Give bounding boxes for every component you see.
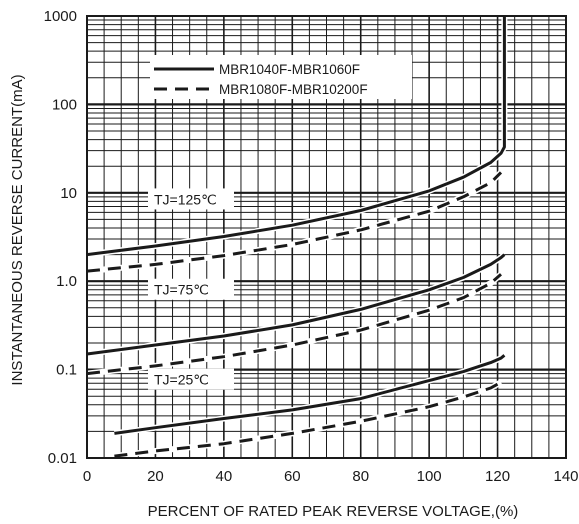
y-tick-label: 1000: [44, 8, 77, 25]
series-halo: [86, 16, 508, 258]
x-tick-label: 60: [284, 468, 301, 485]
temperature-label: TJ=25℃: [154, 372, 209, 388]
y-axis-label: INSTANTANEOUS REVERSE CURRENT(mA): [9, 74, 26, 385]
series-line: [86, 171, 503, 273]
legend-box: [150, 55, 412, 99]
x-axis-label: PERCENT OF RATED PEAK REVERSE VOLTAGE,(%…: [148, 503, 519, 520]
x-tick-label: 20: [147, 468, 164, 485]
annotation-bg: [148, 368, 234, 390]
x-tick-label: 80: [352, 468, 369, 485]
y-tick-label: 1.0: [56, 273, 77, 290]
temperature-label: TJ=75℃: [154, 282, 209, 298]
y-tick-label: 100: [52, 96, 77, 113]
series-solid: [86, 16, 508, 258]
series-solid: [86, 252, 507, 357]
series-line: [86, 273, 502, 376]
plot-frame: [86, 15, 567, 459]
series-solid: [113, 352, 507, 437]
temperature-label: TJ=125℃: [154, 191, 217, 207]
annotation-bg: [148, 278, 234, 300]
x-tick-label: 40: [216, 468, 233, 485]
legend-label: MBR1080F-MBR10200F: [219, 82, 368, 97]
series-line: [114, 354, 506, 435]
temperature-annotations: TJ=125℃ TJ=75℃ TJ=25℃: [148, 188, 234, 390]
x-axis-ticks: 0 20 40 60 80 100 120 140: [83, 468, 579, 485]
series-dashed: [114, 379, 503, 460]
series-dashed: [86, 170, 504, 275]
x-tick-label: 100: [417, 468, 442, 485]
y-tick-label: 10: [60, 185, 77, 202]
series-dashed: [86, 271, 503, 377]
series-line: [86, 253, 506, 356]
series-line: [86, 16, 506, 257]
x-tick-label: 120: [485, 468, 510, 485]
series-line: [114, 380, 502, 458]
y-tick-label: 0.01: [48, 450, 77, 467]
x-tick-label: 0: [83, 468, 91, 485]
series-layer: [86, 16, 508, 460]
legend: MBR1040F-MBR1060F MBR1080F-MBR10200F: [150, 55, 412, 99]
x-tick-label: 140: [553, 468, 578, 485]
legend-label: MBR1040F-MBR1060F: [219, 62, 360, 77]
annotation-bg: [148, 188, 234, 210]
y-tick-label: 0.1: [56, 362, 77, 379]
y-axis-ticks: 0.01 0.1 1.0 10 100 1000: [44, 8, 77, 467]
